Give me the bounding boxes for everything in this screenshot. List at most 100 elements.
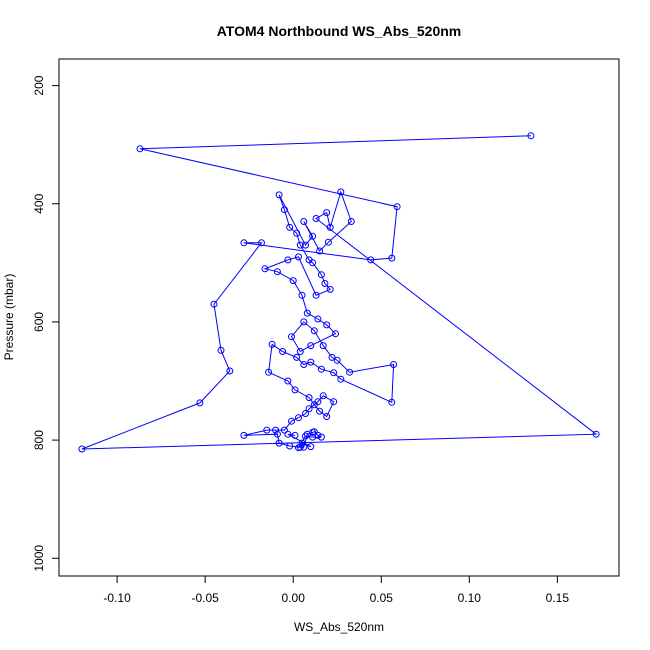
series-line xyxy=(81,135,598,450)
data-point xyxy=(300,318,308,326)
data-point xyxy=(326,223,334,231)
data-point xyxy=(272,426,280,434)
data-point xyxy=(284,256,292,264)
data-point xyxy=(296,241,304,249)
data-point xyxy=(275,191,283,199)
data-point xyxy=(317,271,325,279)
y-tick-label: 200 xyxy=(32,75,46,95)
series-layer xyxy=(78,132,600,453)
data-point xyxy=(330,398,338,406)
data-point xyxy=(305,405,313,413)
data-point xyxy=(263,426,271,434)
data-point xyxy=(319,342,327,350)
data-point xyxy=(592,430,600,438)
y-tick-label: 1000 xyxy=(32,545,46,572)
data-point xyxy=(284,377,292,385)
data-point xyxy=(323,209,331,217)
data-point xyxy=(314,398,322,406)
data-point xyxy=(273,268,281,276)
data-point xyxy=(240,431,248,439)
x-tick-label: 0.15 xyxy=(546,591,570,605)
data-point xyxy=(347,218,355,225)
data-point xyxy=(317,365,325,373)
data-point xyxy=(302,241,309,249)
data-point xyxy=(323,413,331,420)
data-point xyxy=(295,414,302,422)
data-point xyxy=(316,247,324,255)
x-tick-label: 0.10 xyxy=(458,591,482,605)
x-tick-label: 0.00 xyxy=(282,591,306,605)
data-point xyxy=(317,433,325,441)
data-point xyxy=(286,442,294,450)
data-point xyxy=(333,356,341,364)
y-tick-label: 400 xyxy=(32,193,46,213)
data-point xyxy=(273,430,281,438)
data-point xyxy=(312,215,320,222)
data-point xyxy=(291,386,299,394)
data-point xyxy=(136,145,144,153)
data-point xyxy=(210,300,218,308)
data-point xyxy=(275,439,283,447)
data-point xyxy=(388,254,396,262)
data-point xyxy=(302,410,309,417)
data-point xyxy=(316,407,324,415)
data-point xyxy=(337,375,345,383)
data-point xyxy=(288,333,295,341)
data-point xyxy=(390,361,398,368)
data-point xyxy=(298,439,306,447)
data-point xyxy=(527,132,535,140)
data-point xyxy=(280,426,288,434)
y-axis: 200 400 600 800 1000 xyxy=(32,75,60,572)
y-axis-label: Pressure (mbar) xyxy=(2,274,16,361)
data-point xyxy=(291,431,299,439)
y-tick-label: 800 xyxy=(32,430,46,450)
data-point xyxy=(307,342,315,350)
data-point xyxy=(305,394,313,402)
data-point xyxy=(321,280,329,287)
data-point xyxy=(284,430,292,438)
data-point xyxy=(265,368,273,376)
data-point xyxy=(330,369,338,377)
data-point xyxy=(295,444,302,452)
data-point xyxy=(323,321,331,329)
data-point xyxy=(309,232,317,240)
data-point xyxy=(337,188,345,196)
data-point xyxy=(300,443,308,451)
data-point xyxy=(298,291,306,299)
data-point xyxy=(309,259,317,267)
data-point xyxy=(303,309,311,317)
data-point xyxy=(388,398,396,406)
data-point xyxy=(296,348,304,355)
data-point xyxy=(367,256,375,264)
y-tick-label: 600 xyxy=(32,312,46,332)
data-point xyxy=(289,277,297,285)
x-tick-label: 0.05 xyxy=(370,591,394,605)
chart-title: ATOM4 Northbound WS_Abs_520nm xyxy=(217,23,462,39)
data-point xyxy=(307,358,315,366)
data-point xyxy=(309,433,317,441)
x-axis: -0.10 -0.05 0.00 0.05 0.10 0.15 xyxy=(103,575,570,605)
data-point xyxy=(314,315,322,323)
data-point xyxy=(258,239,265,247)
data-point xyxy=(295,253,302,261)
data-point xyxy=(279,348,287,355)
data-point xyxy=(240,239,248,247)
x-tick-label: -0.05 xyxy=(191,591,219,605)
data-point xyxy=(300,218,308,225)
data-point xyxy=(393,203,401,211)
data-point xyxy=(268,340,276,348)
data-point xyxy=(280,206,288,214)
data-point xyxy=(288,417,295,425)
data-point xyxy=(302,432,309,440)
data-point xyxy=(261,265,269,273)
data-point xyxy=(293,229,301,237)
data-point xyxy=(293,353,301,361)
data-point xyxy=(332,330,339,338)
data-point xyxy=(328,353,336,361)
data-point xyxy=(226,367,234,375)
x-axis-label: WS_Abs_520nm xyxy=(294,620,384,634)
x-tick-label: -0.10 xyxy=(103,591,131,605)
data-point xyxy=(346,368,354,376)
